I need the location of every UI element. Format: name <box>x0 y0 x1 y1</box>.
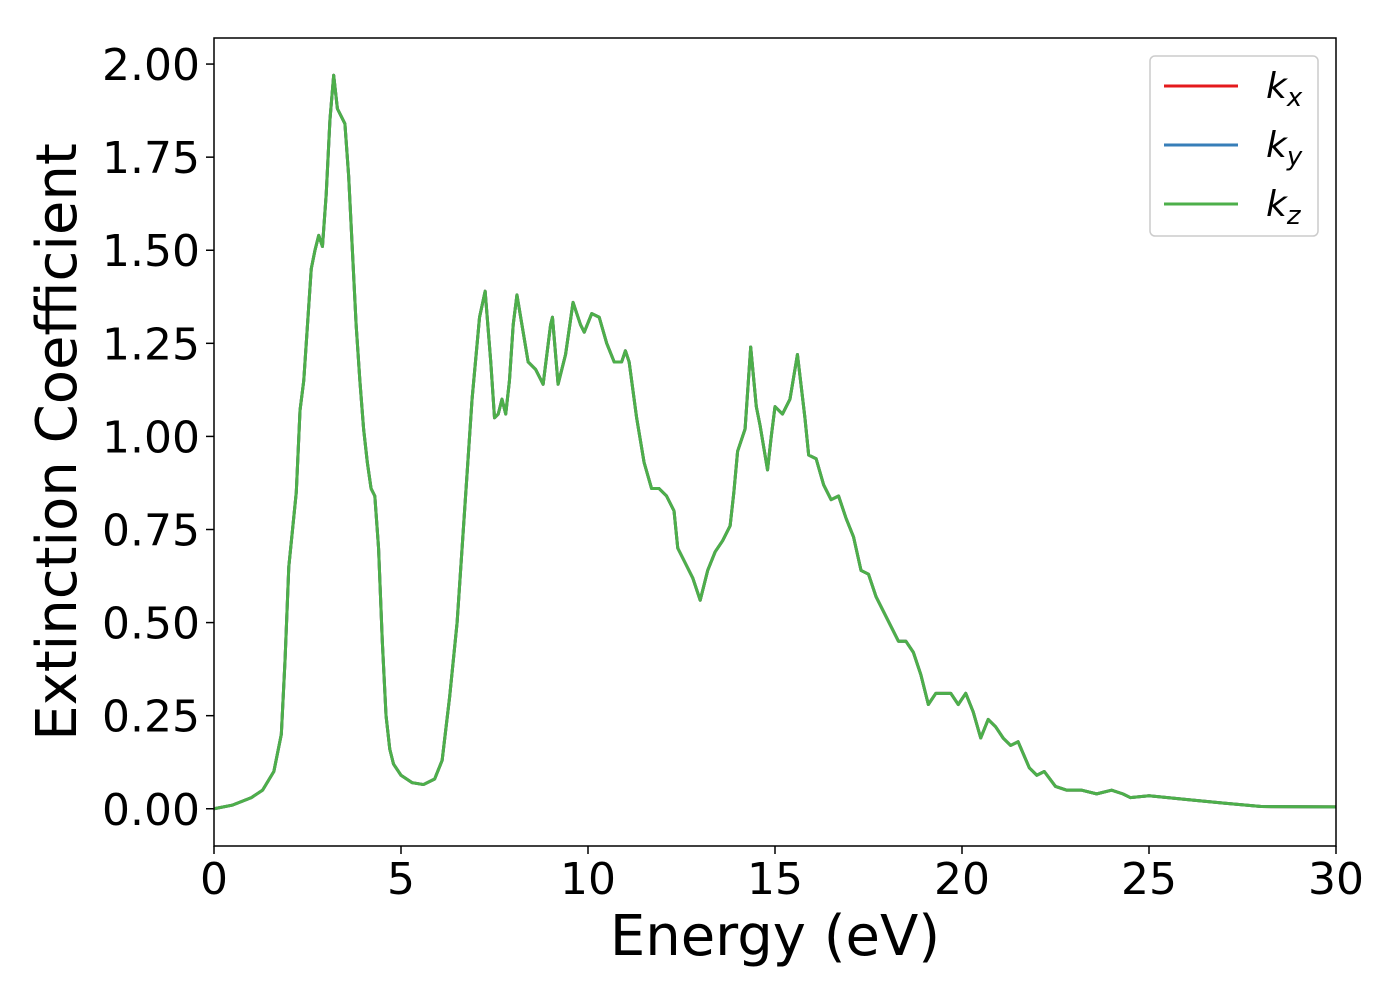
x-tick-label: 25 <box>1121 854 1177 905</box>
x-axis-label: Energy (eV) <box>610 904 940 969</box>
x-tick-label: 10 <box>560 854 616 905</box>
plot-frame <box>213 37 1337 847</box>
legend-subscript: z <box>1286 201 1302 231</box>
legend-subscript: y <box>1286 142 1303 172</box>
y-tick-label: 0.25 <box>102 692 200 743</box>
data-line <box>213 73 1337 811</box>
x-tick-label: 15 <box>747 854 803 905</box>
x-tick-label: 0 <box>200 854 228 905</box>
x-tick-label: 30 <box>1308 854 1364 905</box>
y-tick-label: 0.00 <box>102 785 200 836</box>
y-tick-label: 1.25 <box>102 319 200 370</box>
y-tick-label: 2.00 <box>102 40 200 91</box>
legend-name: k <box>1266 125 1289 166</box>
y-tick-label: 1.75 <box>102 133 200 184</box>
y-axis-label: Extinction Coefficient <box>25 143 90 741</box>
legend-label: ky <box>1266 125 1303 172</box>
y-tick-label: 0.75 <box>102 506 200 557</box>
legend-label: kx <box>1266 66 1303 113</box>
x-tick-label: 20 <box>934 854 990 905</box>
legend-subscript: x <box>1286 83 1303 113</box>
x-tick-label: 5 <box>387 854 415 905</box>
legend-label: kz <box>1266 184 1302 231</box>
y-tick-label: 1.00 <box>102 412 200 463</box>
legend-name: k <box>1266 184 1289 225</box>
legend-name: k <box>1266 66 1289 107</box>
y-tick-label: 0.50 <box>102 599 200 650</box>
y-tick-label: 1.50 <box>102 226 200 277</box>
